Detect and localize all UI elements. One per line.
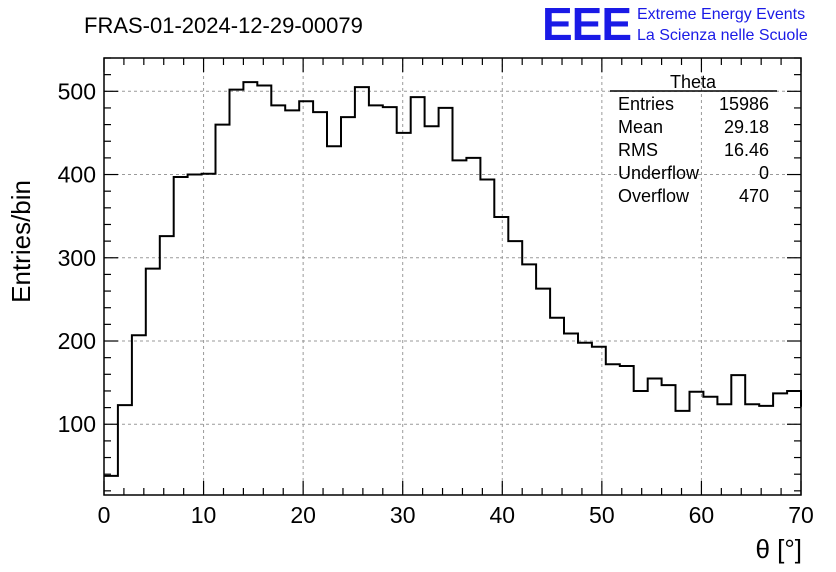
x-tick-label: 70 — [788, 502, 814, 528]
x-tick-label: 30 — [390, 502, 416, 528]
x-tick-label: 10 — [191, 502, 217, 528]
stats-row-label: Mean — [618, 117, 663, 137]
grid-lines — [104, 58, 801, 495]
y-tick-label: 500 — [58, 78, 96, 104]
chart-title: FRAS-01-2024-12-29-00079 — [84, 13, 363, 38]
histogram-line — [104, 81, 802, 477]
y-tick-label: 400 — [58, 162, 96, 188]
y-tick-labels: 100 200 300 400 500 — [58, 78, 96, 437]
stats-title: Theta — [670, 72, 717, 92]
stats-row-value: 0 — [759, 163, 769, 183]
stats-rows: Entries 15986 Mean 29.18 RMS 16.46 Underflow 0 O… — [618, 94, 769, 206]
stats-row-label: Entries — [618, 94, 674, 114]
x-tick-label: 50 — [589, 502, 615, 528]
stats-box: Theta Entries 15986 Mean 29.18 RMS 16.46 Under… — [610, 72, 777, 206]
stats-row-label: Overflow — [618, 186, 690, 206]
eee-logo-mark: EEE — [542, 0, 631, 50]
x-tick-label: 0 — [98, 502, 111, 528]
x-axis-label: θ [°] — [755, 534, 802, 564]
x-tick-labels: 0 10 20 30 40 50 60 70 — [98, 502, 814, 528]
plot-frame — [103, 57, 802, 496]
x-tick-label: 60 — [689, 502, 715, 528]
eee-logo-line1: Extreme Energy Events — [637, 6, 805, 23]
stats-row-label: Underflow — [618, 163, 700, 183]
y-tick-label: 300 — [58, 245, 96, 271]
stats-row-value: 470 — [739, 186, 769, 206]
stats-row-value: 15986 — [719, 94, 769, 114]
stats-row-label: RMS — [618, 140, 658, 160]
y-axis-label: Entries/bin — [6, 180, 36, 303]
stats-row-value: 29.18 — [724, 117, 769, 137]
x-tick-label: 40 — [489, 502, 515, 528]
stats-row-value: 16.46 — [724, 140, 769, 160]
axis-ticks — [103, 57, 802, 495]
eee-logo: EEE Extreme Energy Events La Scienza nel… — [542, 0, 808, 50]
y-tick-label: 100 — [58, 411, 96, 437]
x-tick-label: 20 — [290, 502, 316, 528]
eee-logo-line2: La Scienza nelle Scuole — [637, 27, 808, 44]
y-tick-label: 200 — [58, 328, 96, 354]
